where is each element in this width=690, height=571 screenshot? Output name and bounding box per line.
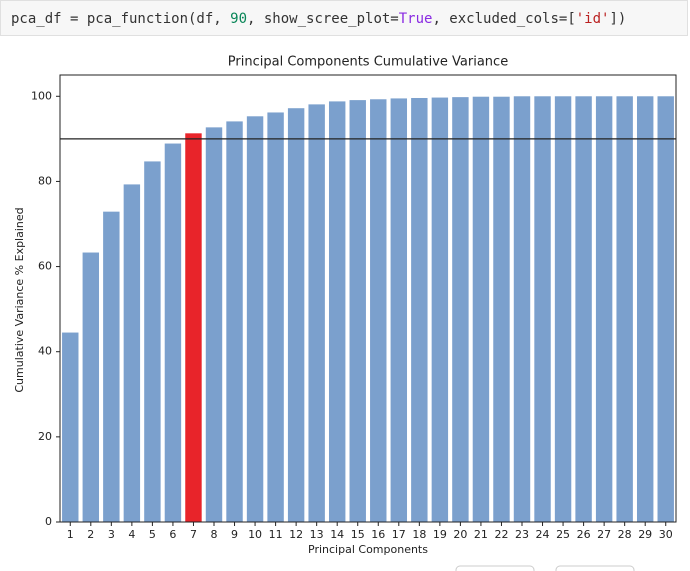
bar — [328, 101, 346, 522]
x-tick-label: 7 — [190, 528, 197, 541]
y-tick-label: 20 — [38, 430, 52, 443]
x-tick-label: 3 — [108, 528, 115, 541]
bar — [575, 96, 592, 523]
bar — [82, 252, 100, 522]
chart-title: Principal Components Cumulative Variance — [228, 55, 508, 70]
y-tick-label: 60 — [38, 260, 52, 273]
bar — [554, 96, 572, 523]
x-tick-label: 13 — [310, 528, 324, 541]
code-token: pca_df = pca_function(df, — [11, 11, 231, 27]
bar — [246, 116, 264, 523]
code-token: ]) — [609, 11, 627, 27]
bar — [226, 121, 243, 522]
x-tick-label: 8 — [211, 528, 218, 541]
x-tick-label: 25 — [556, 528, 570, 541]
bar — [123, 184, 141, 522]
x-tick-label: 28 — [618, 528, 632, 541]
x-tick-label: 4 — [128, 528, 135, 541]
x-tick-label: 21 — [474, 528, 488, 541]
bar — [657, 96, 674, 523]
x-tick-label: 26 — [577, 528, 591, 541]
x-tick-label: 17 — [392, 528, 406, 541]
code-string: 'id' — [575, 11, 610, 27]
x-tick-label: 29 — [638, 528, 652, 541]
code-keyword: True — [398, 11, 433, 27]
x-tick-label: 22 — [494, 528, 508, 541]
button[interactable] — [455, 565, 535, 571]
bar — [595, 96, 613, 523]
bar — [534, 96, 551, 523]
bar — [62, 332, 79, 522]
x-tick-label: 20 — [453, 528, 467, 541]
button[interactable] — [555, 565, 635, 571]
bar — [513, 96, 531, 523]
bar — [349, 100, 366, 523]
x-tick-label: 14 — [330, 528, 344, 541]
bar — [308, 104, 325, 523]
bar — [185, 133, 202, 522]
plot-frame — [59, 74, 677, 523]
x-tick-label: 9 — [231, 528, 238, 541]
x-tick-label: 11 — [269, 528, 283, 541]
y-tick-label: 0 — [45, 515, 52, 528]
bar — [472, 96, 490, 522]
x-tick-label: 27 — [597, 528, 611, 541]
bar — [370, 99, 387, 522]
bar — [205, 127, 223, 522]
x-tick-label: 5 — [149, 528, 156, 541]
x-tick-label: 12 — [289, 528, 303, 541]
x-tick-label: 10 — [248, 528, 262, 541]
bar — [390, 98, 408, 523]
y-tick-label: 40 — [38, 345, 52, 358]
bar — [144, 161, 161, 523]
x-tick-label: 23 — [515, 528, 529, 541]
x-tick-label: 6 — [169, 528, 176, 541]
y-axis-label: Cumulative Variance % Explained — [13, 207, 26, 392]
bar — [103, 211, 120, 522]
bar — [411, 97, 428, 522]
bar — [452, 97, 469, 522]
y-tick-label: 80 — [38, 174, 52, 187]
x-tick-label: 15 — [351, 528, 365, 541]
x-tick-label: 2 — [87, 528, 94, 541]
x-tick-label: 24 — [536, 528, 550, 541]
x-tick-label: 30 — [659, 528, 673, 541]
bar — [164, 143, 182, 523]
bar — [616, 96, 633, 523]
bar — [431, 97, 449, 522]
bar — [493, 96, 510, 522]
x-tick-label: 18 — [412, 528, 426, 541]
code-number: 90 — [230, 11, 248, 27]
x-tick-label: 16 — [371, 528, 385, 541]
x-tick-label: 1 — [67, 528, 74, 541]
code-token: , excluded_cols=[ — [432, 11, 576, 27]
bar — [636, 96, 654, 523]
y-tick-label: 100 — [31, 89, 52, 102]
bar — [287, 108, 305, 522]
code-cell[interactable]: pca_df = pca_function(df, 90, show_scree… — [0, 0, 688, 36]
x-tick-label: 19 — [433, 528, 447, 541]
code-token: , show_scree_plot= — [247, 11, 399, 27]
x-axis-label: Principal Components — [308, 543, 428, 556]
bar — [267, 112, 284, 522]
